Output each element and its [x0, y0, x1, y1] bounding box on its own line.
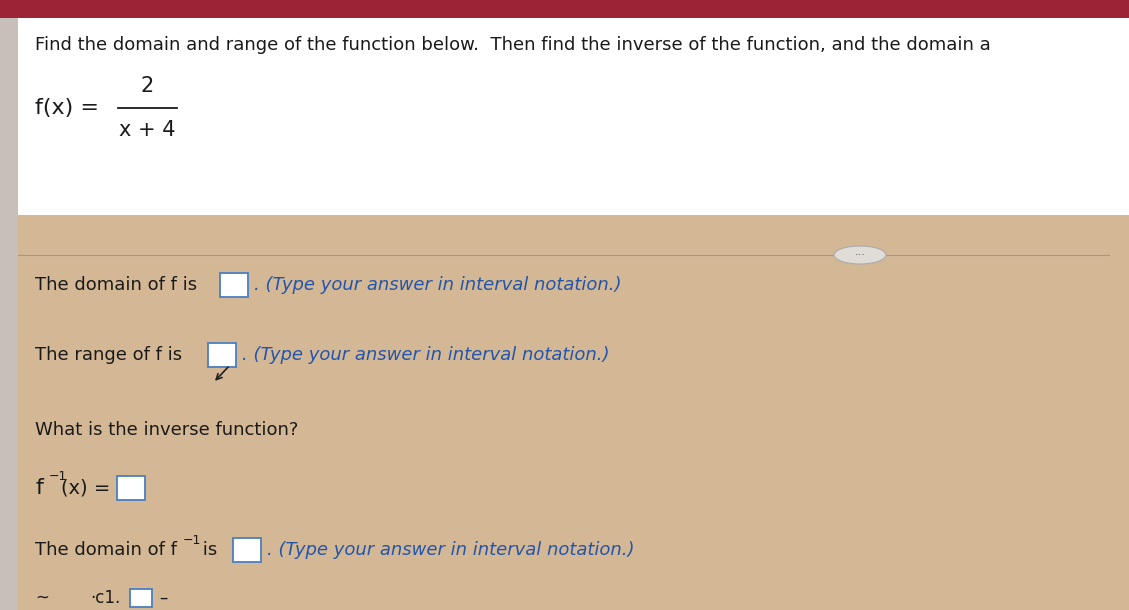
Text: The domain of f is: The domain of f is: [35, 276, 198, 294]
Text: . (Type your answer in interval notation.): . (Type your answer in interval notation…: [242, 346, 610, 364]
Bar: [233, 538, 261, 562]
Text: . (Type your answer in interval notation.): . (Type your answer in interval notation…: [266, 541, 634, 559]
Bar: [208, 343, 236, 367]
Bar: [0, 18, 18, 610]
Text: The domain of f: The domain of f: [35, 541, 177, 559]
Text: –: –: [159, 589, 167, 607]
Text: ~: ~: [35, 589, 49, 607]
Bar: [0, 0, 1129, 215]
Text: x + 4: x + 4: [120, 120, 176, 140]
Bar: [0, 0, 1129, 18]
Text: −1: −1: [183, 534, 201, 547]
Text: ···: ···: [855, 250, 866, 260]
Text: f: f: [35, 478, 43, 498]
Text: f(x) =: f(x) =: [35, 98, 106, 118]
Text: −1: −1: [49, 470, 68, 483]
Text: is: is: [196, 541, 217, 559]
Bar: [117, 476, 145, 500]
Ellipse shape: [834, 246, 886, 264]
Text: What is the inverse function?: What is the inverse function?: [35, 421, 298, 439]
Bar: [18, 18, 1129, 215]
Text: Find the domain and range of the function below.  Then find the inverse of the f: Find the domain and range of the functio…: [35, 36, 991, 54]
Text: ·c1.: ·c1.: [90, 589, 121, 607]
Bar: [220, 273, 248, 297]
Text: . (Type your answer in interval notation.): . (Type your answer in interval notation…: [254, 276, 621, 294]
Text: (x) =: (x) =: [61, 478, 116, 498]
Text: 2: 2: [141, 76, 155, 96]
Text: The range of f is: The range of f is: [35, 346, 182, 364]
Bar: [0, 215, 1129, 610]
Bar: [130, 589, 152, 607]
